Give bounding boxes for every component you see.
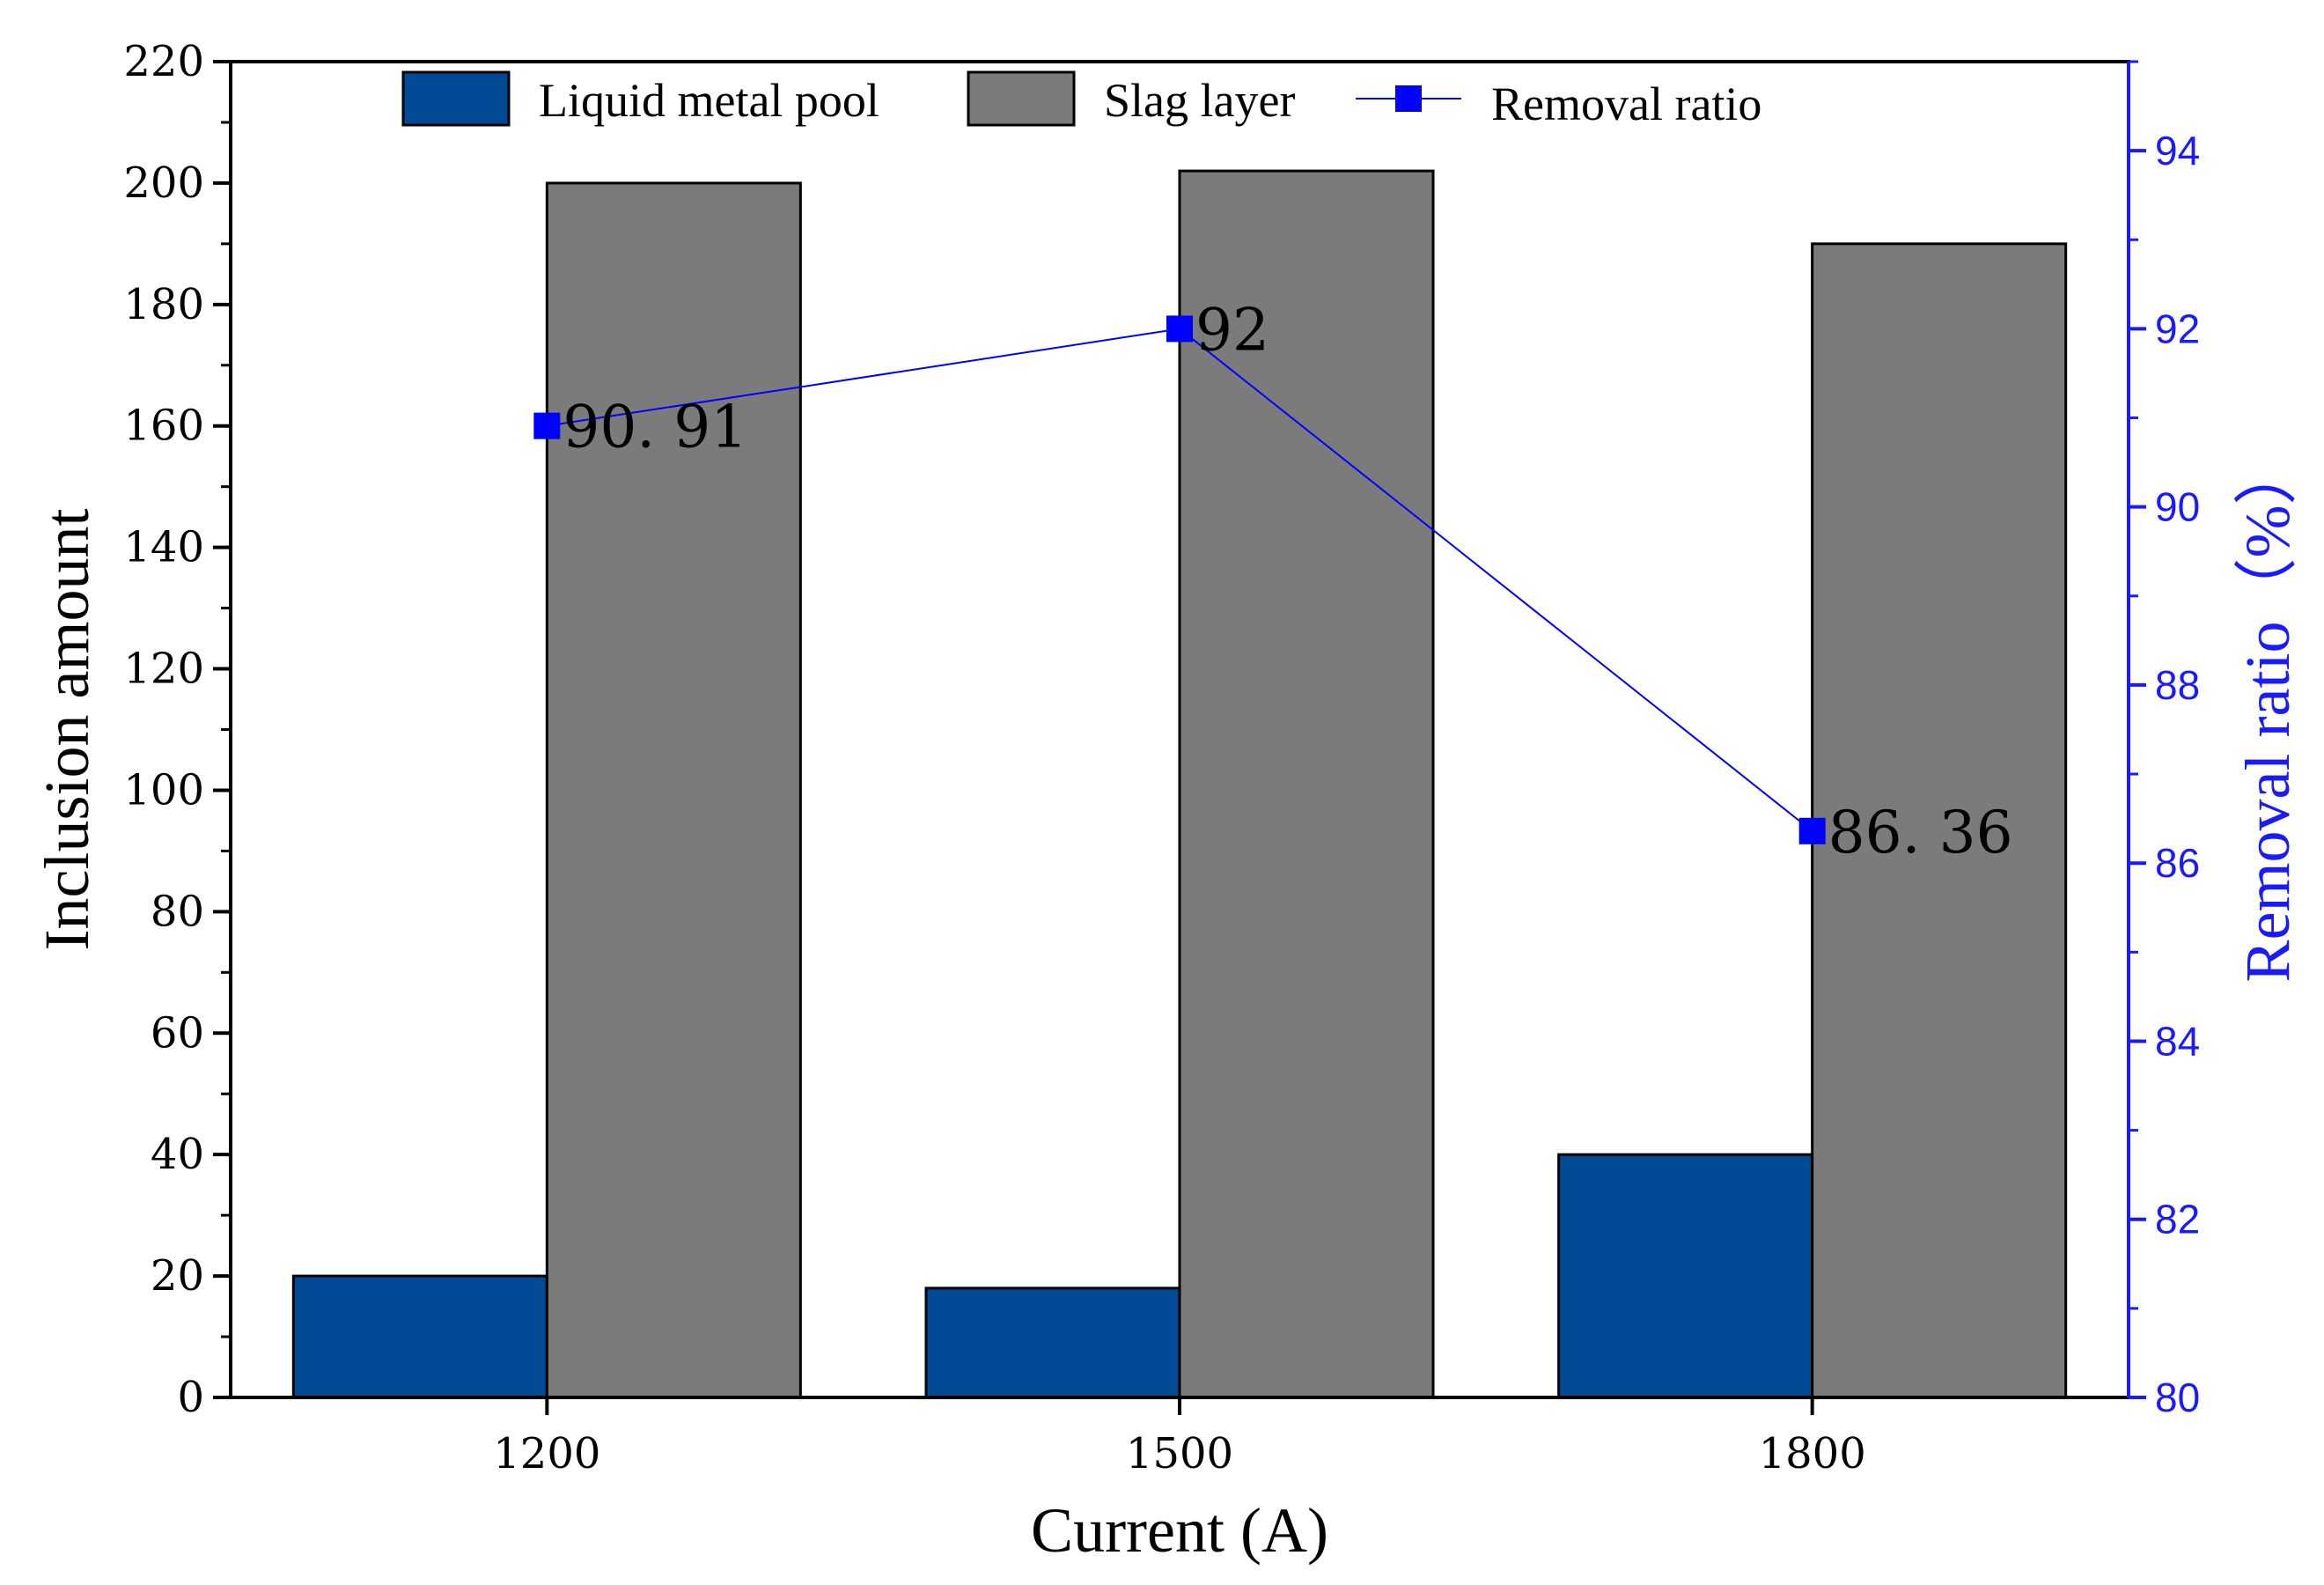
y-right-tick-label: 86 (2155, 840, 2200, 886)
y-tick-label: 200 (123, 158, 204, 208)
y-tick-label: 220 (123, 37, 204, 86)
x-tick-label: 1500 (1126, 1429, 1233, 1478)
x-tick-label: 1200 (493, 1429, 600, 1478)
legend-label-removal-ratio: Removal ratio (1491, 77, 1761, 130)
y-right-tick-label: 94 (2155, 128, 2200, 173)
y-right-tick-label: 84 (2155, 1018, 2200, 1064)
bar-slag-layer-1200 (545, 181, 802, 1399)
bar-liquid-metal-pool-1200 (291, 1274, 548, 1399)
y-axis-right-title: Removal ratio（%） (2232, 442, 2303, 983)
removal-ratio-marker-1800 (1798, 817, 1826, 844)
legend-label-liquid-metal-pool: Liquid metal pool (539, 74, 879, 127)
removal-ratio-data-label: 92 (1195, 296, 1269, 364)
bar-slag-layer-1800 (1811, 242, 2068, 1399)
y-tick-label: 160 (123, 402, 204, 451)
y-tick-label: 60 (151, 1008, 204, 1058)
removal-ratio-data-label: 86. 36 (1828, 799, 2013, 866)
legend-swatch-slag-layer (967, 70, 1076, 127)
removal-ratio-data-label: 90. 91 (563, 394, 747, 461)
y-right-tick-label: 80 (2155, 1375, 2200, 1420)
legend-marker-removal-ratio (1395, 85, 1422, 112)
x-tick-label: 1800 (1759, 1429, 1866, 1478)
y-tick-label: 120 (123, 645, 204, 694)
y-right-tick-label: 92 (2155, 306, 2200, 351)
removal-ratio-marker-1500 (1166, 315, 1193, 343)
y-tick-label: 80 (151, 887, 204, 936)
bar-liquid-metal-pool-1800 (1557, 1153, 1814, 1399)
removal-ratio-marker-1200 (533, 412, 561, 439)
legend-label-slag-layer: Slag layer (1104, 74, 1295, 127)
y-right-tick-label: 90 (2155, 484, 2200, 530)
y-right-tick-label: 82 (2155, 1197, 2200, 1242)
y-tick-label: 100 (123, 765, 204, 815)
y-tick-label: 0 (177, 1373, 204, 1422)
bars-group (291, 169, 2068, 1399)
x-axis-title: Current (A) (1031, 1495, 1328, 1566)
y-axis-title: Inclusion amount (32, 509, 102, 951)
y-right-tick-label: 88 (2155, 662, 2200, 708)
y-tick-label: 140 (123, 523, 204, 572)
y-tick-label: 40 (151, 1130, 204, 1179)
bar-liquid-metal-pool-1500 (924, 1286, 1181, 1399)
axes-group: 0 20 40 60 80 100 120 140 160 180 200 220 80 82 84 86 88… (123, 37, 2200, 1478)
y-tick-label: 20 (151, 1251, 204, 1301)
bar-slag-layer-1500 (1178, 169, 1435, 1399)
legend-swatch-liquid-metal-pool (401, 70, 511, 127)
removal-ratio-line-group: 90. 91 92 86. 36 (533, 296, 2013, 866)
y-tick-label: 180 (123, 280, 204, 329)
legend: Liquid metal pool Slag layer Removal rat… (401, 70, 1761, 130)
